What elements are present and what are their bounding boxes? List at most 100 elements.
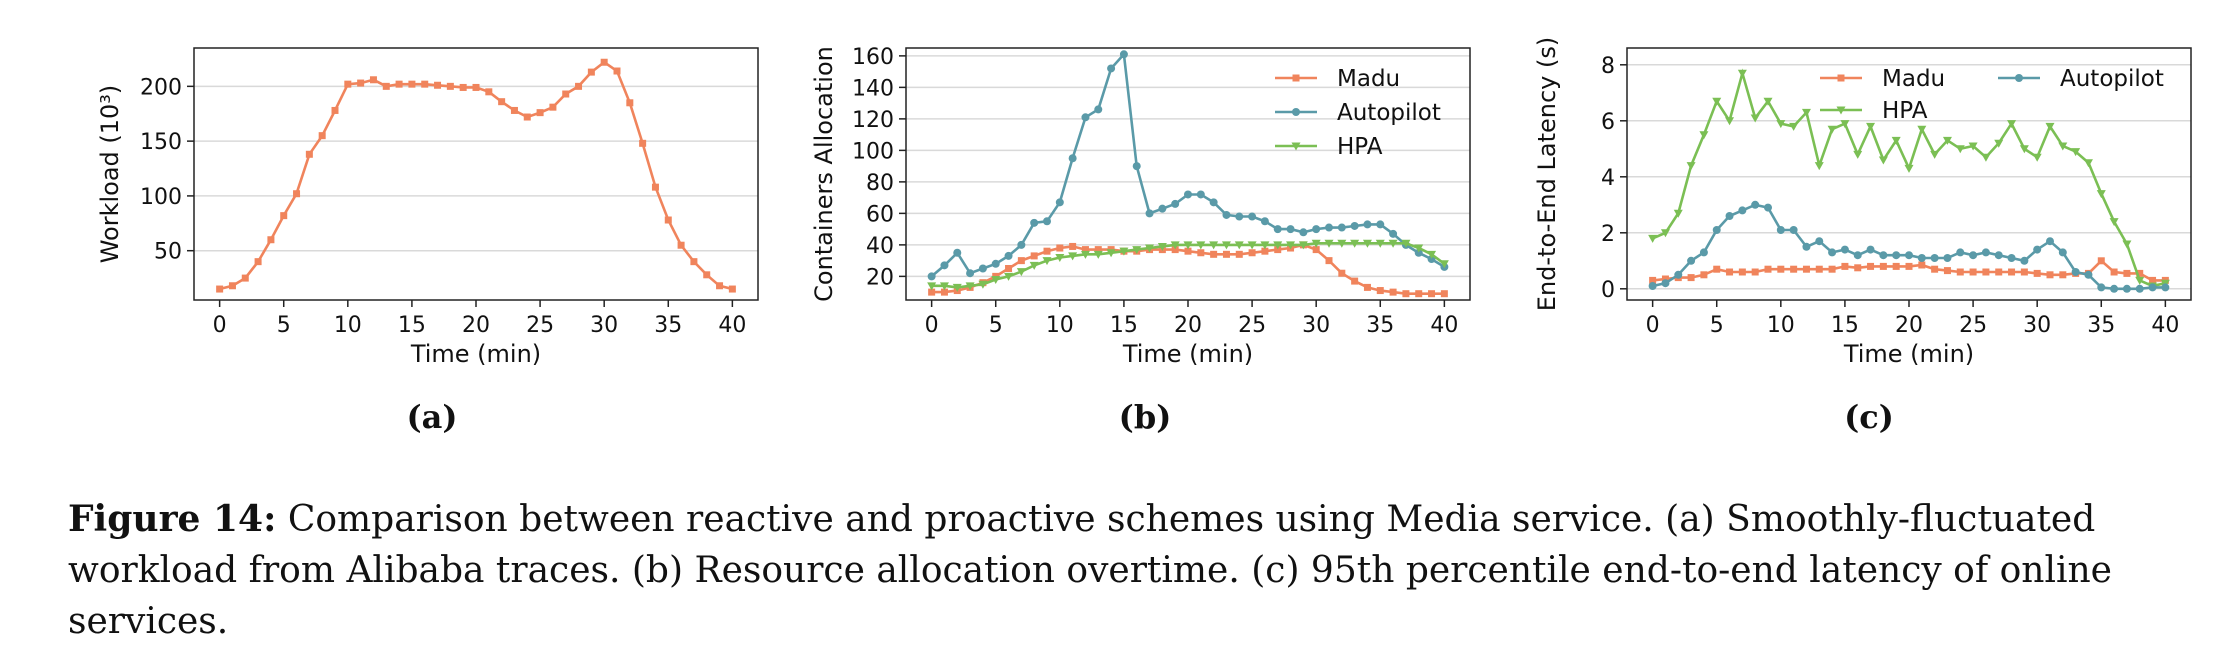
data-point (716, 282, 724, 290)
y-tick-label: 6 (1601, 110, 1615, 135)
legend-label: Autopilot (2060, 66, 2164, 92)
data-point (1325, 223, 1333, 232)
data-point (1866, 122, 1876, 131)
data-point (1918, 261, 1926, 269)
data-point (1389, 229, 1398, 238)
legend-marker (1292, 74, 1300, 82)
data-point (254, 258, 262, 266)
y-tick-label: 60 (866, 202, 894, 227)
data-point (1917, 254, 1926, 262)
data-point (1725, 117, 1735, 126)
y-tick-label: 50 (154, 240, 182, 265)
data-point (1261, 247, 1269, 255)
data-point (267, 236, 275, 244)
data-point (1171, 199, 1180, 208)
data-point (2007, 254, 2016, 262)
legend-label: Madu (1337, 66, 1400, 92)
data-point (1311, 239, 1321, 248)
y-tick-label: 4 (1601, 166, 1615, 191)
data-point (1995, 268, 2003, 276)
data-point (1081, 113, 1090, 122)
data-point (1439, 260, 1449, 269)
data-point (1157, 242, 1167, 251)
x-axis-label: Time (min) (1843, 340, 1974, 368)
data-point (1840, 245, 1849, 254)
data-point (1197, 249, 1205, 257)
data-point (1943, 254, 1952, 262)
data-point (1298, 241, 1308, 250)
data-point (241, 274, 249, 282)
data-point (1351, 277, 1359, 285)
x-tick-label: 10 (1046, 313, 1074, 338)
data-point (1814, 162, 1824, 171)
data-point (1712, 226, 1721, 234)
data-point (965, 282, 975, 291)
y-tick-label: 100 (852, 139, 894, 164)
data-point (536, 109, 544, 117)
data-point (1337, 223, 1346, 232)
data-point (1917, 125, 1927, 134)
y-tick-label: 8 (1601, 54, 1615, 79)
data-point (1726, 268, 1734, 276)
subcaption-c: (c) (1844, 398, 1894, 436)
data-point (1273, 225, 1282, 234)
data-point (1879, 251, 1888, 260)
x-tick-label: 20 (1174, 313, 1202, 338)
y-tick-label: 200 (140, 75, 182, 100)
data-point (1158, 204, 1167, 213)
data-point (446, 82, 454, 90)
data-point (293, 190, 301, 198)
x-axis-label: Time (min) (410, 340, 541, 368)
figure-caption-label: Figure 14: (68, 498, 277, 540)
data-point (1942, 136, 1952, 145)
data-point (1700, 271, 1708, 279)
data-point (1183, 241, 1193, 250)
data-point (1184, 190, 1192, 199)
data-point (472, 83, 480, 91)
data-point (1260, 217, 1269, 226)
data-point (1440, 290, 1448, 298)
y-tick-label: 80 (866, 171, 894, 196)
data-point (2122, 284, 2131, 293)
legend-label: HPA (1882, 98, 1928, 124)
data-point (1699, 131, 1709, 140)
data-point (2136, 269, 2144, 277)
data-point (498, 98, 506, 106)
data-point (1184, 247, 1192, 255)
data-point (1840, 120, 1850, 129)
data-point (1081, 246, 1089, 254)
data-point (1286, 241, 1296, 250)
data-point (2084, 270, 2093, 279)
x-axis-label: Time (min) (1122, 340, 1253, 368)
series-hpa (1648, 68, 2170, 291)
data-point (1815, 237, 1824, 246)
legend-marker (1291, 142, 1301, 151)
data-point (1956, 268, 1964, 276)
data-point (1764, 265, 1772, 273)
data-point (1376, 220, 1385, 229)
data-point (1145, 244, 1155, 253)
legend-marker (1836, 106, 1846, 115)
data-point (395, 80, 403, 88)
data-point (1969, 251, 1978, 260)
y-tick-label: 100 (140, 185, 182, 210)
data-point (1094, 105, 1103, 114)
legend-marker (1292, 108, 1300, 116)
data-point (421, 80, 429, 88)
data-point (2110, 284, 2119, 293)
data-point (1801, 108, 1811, 117)
data-point (991, 259, 1000, 268)
data-point (1853, 251, 1862, 260)
x-tick-label: 30 (2023, 313, 2051, 338)
x-tick-label: 30 (1302, 313, 1330, 338)
data-point (1789, 226, 1798, 234)
data-point (1363, 220, 1372, 229)
data-point (1338, 269, 1346, 277)
data-point (1981, 248, 1990, 257)
data-point (2122, 240, 2132, 249)
x-tick-label: 20 (1895, 313, 1923, 338)
data-point (1828, 265, 1836, 273)
data-point (1968, 142, 1978, 151)
plot-frame (1626, 47, 2192, 301)
data-point (1016, 268, 1026, 277)
